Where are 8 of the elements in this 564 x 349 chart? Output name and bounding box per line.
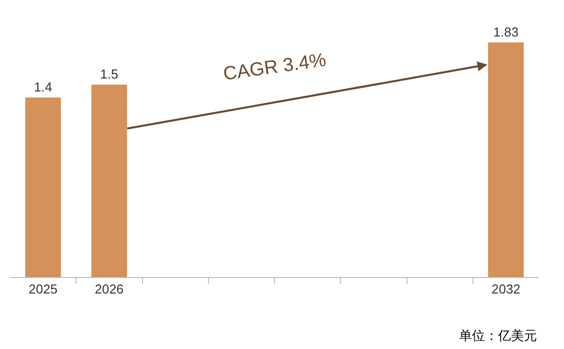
x-tick-label: 2026 <box>94 282 124 297</box>
annotation: CAGR 3.4% <box>222 50 328 86</box>
data-label: 1.83 <box>493 24 519 40</box>
text: 单位：亿美元 <box>459 328 537 344</box>
data-label: 1.5 <box>100 66 118 82</box>
x-tick-label: 2032 <box>491 282 520 297</box>
data-label: 1.4 <box>34 79 52 94</box>
x-tick-label: 2025 <box>28 282 58 297</box>
